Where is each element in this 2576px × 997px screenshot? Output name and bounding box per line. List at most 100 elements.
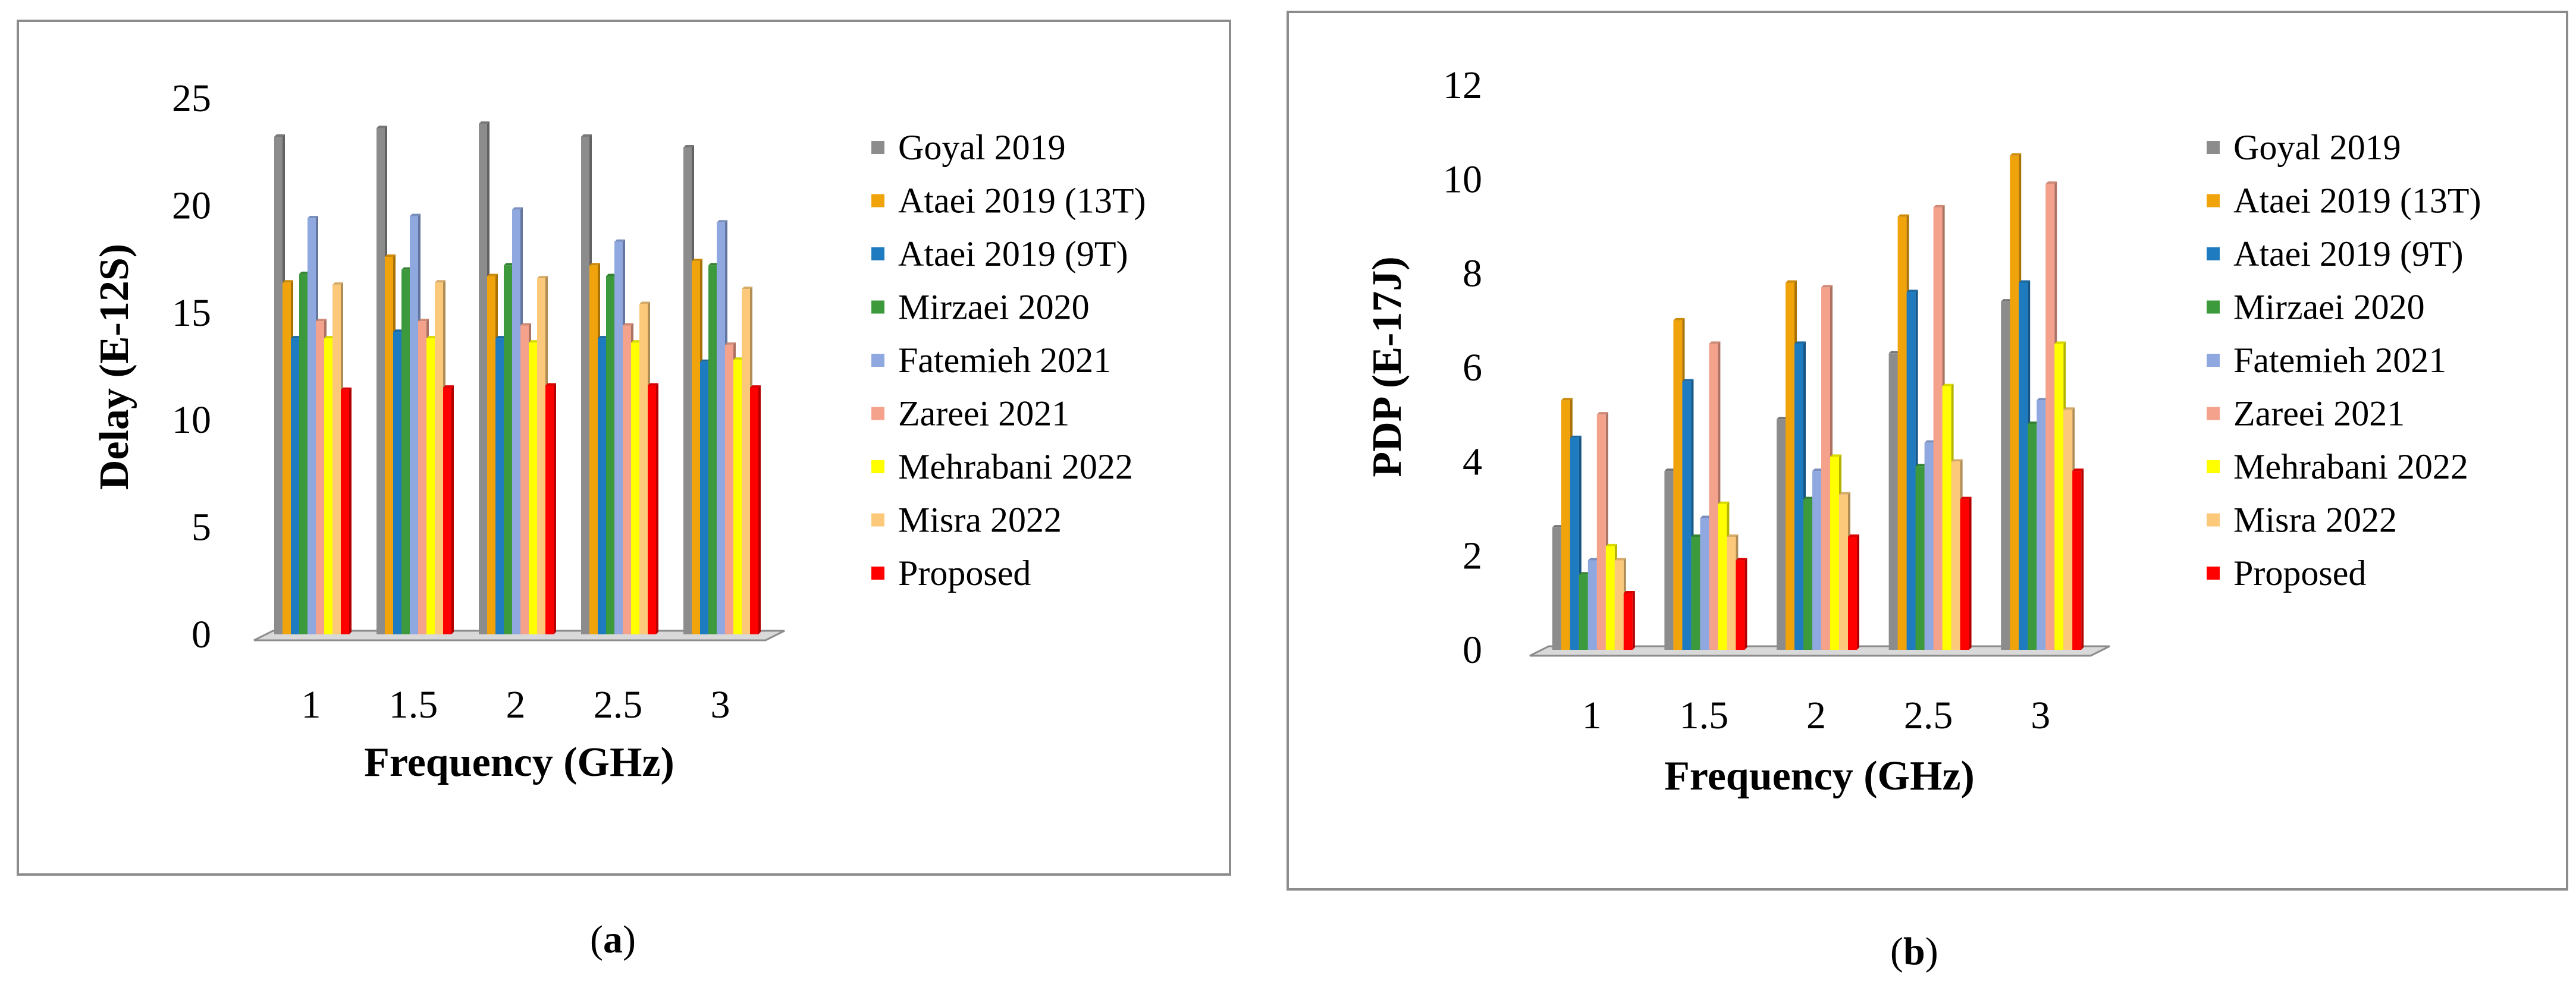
legend-swatch — [871, 407, 884, 420]
bar-top — [1942, 383, 1954, 386]
bar — [2072, 471, 2082, 650]
bar-top — [2019, 280, 2031, 283]
bar — [683, 147, 692, 634]
y-tick-label: 0 — [1463, 628, 1482, 672]
legend-label: Ataei 2019 (13T) — [898, 181, 1146, 221]
legend-swatch — [2207, 567, 2220, 580]
bar — [2019, 282, 2028, 650]
bar-top — [2054, 341, 2066, 344]
bar — [750, 388, 758, 634]
bar — [410, 216, 418, 634]
bar-top — [2072, 468, 2084, 471]
bar — [1570, 438, 1579, 650]
bar-top — [299, 271, 310, 274]
bar-top — [529, 340, 539, 343]
legend-label: Goyal 2019 — [898, 128, 1066, 167]
y-tick-label: 15 — [172, 291, 211, 335]
bar — [1777, 419, 1786, 650]
bar-side — [1969, 496, 1972, 650]
x-tick-label: 2.5 — [1904, 694, 1953, 737]
legend-swatch — [871, 460, 884, 473]
bar — [708, 265, 717, 634]
bar-top — [1587, 558, 1599, 561]
legend-swatch — [2207, 247, 2220, 260]
bar — [700, 361, 708, 634]
bar — [1561, 400, 1570, 650]
bar — [639, 304, 648, 634]
bar — [504, 265, 512, 634]
bar-top — [1888, 351, 1900, 354]
bar-top — [1915, 464, 1927, 467]
legend-label: Ataei 2019 (9T) — [898, 234, 1128, 273]
bar-top — [1803, 496, 1815, 499]
bar — [495, 338, 504, 634]
bar-top — [733, 357, 744, 360]
legend-label: Misra 2022 — [898, 501, 1062, 540]
bar — [1960, 499, 1969, 650]
legend-swatch — [871, 194, 884, 207]
bar — [1579, 574, 1588, 650]
bar — [291, 338, 299, 634]
bar — [545, 385, 554, 634]
x-tick-label: 1.5 — [389, 683, 438, 726]
bar — [581, 136, 589, 635]
bar-top — [545, 383, 556, 386]
bar-top — [410, 213, 421, 216]
bar-top — [1830, 454, 1841, 457]
bar — [733, 360, 742, 634]
bar — [598, 338, 606, 634]
y-tick-label: 8 — [1463, 252, 1482, 295]
bar — [299, 273, 308, 635]
bar-top — [2045, 181, 2057, 184]
bar-top — [316, 319, 327, 322]
bar — [537, 278, 545, 634]
legend-swatch — [871, 247, 884, 260]
y-tick-label: 10 — [172, 398, 211, 442]
bar — [2001, 301, 2010, 650]
bar — [512, 209, 520, 635]
bar-top — [1812, 468, 1824, 471]
bar — [1614, 560, 1624, 650]
bar — [1830, 457, 1839, 650]
bar-top — [1897, 214, 1909, 217]
y-tick-label: 4 — [1463, 440, 1482, 483]
bar — [324, 338, 332, 634]
bar-top — [1614, 558, 1626, 561]
bar-top — [1794, 341, 1806, 344]
legend-swatch — [871, 300, 884, 314]
bar-side — [2081, 468, 2084, 650]
x-tick-label: 3 — [2031, 694, 2050, 737]
bar-top — [598, 336, 608, 339]
bar — [1924, 442, 1934, 650]
bar-side — [1632, 591, 1635, 650]
bar-top — [1951, 459, 1963, 462]
bar — [1709, 344, 1718, 650]
bar — [1812, 471, 1821, 650]
bar-top — [2037, 398, 2048, 401]
bar — [1736, 560, 1745, 650]
x-tick-label: 2.5 — [594, 683, 643, 726]
bar-top — [750, 385, 761, 388]
bar — [529, 342, 537, 634]
bar-side — [1744, 558, 1747, 650]
legend-label: Ataei 2019 (9T) — [2233, 234, 2464, 273]
bar-side — [554, 383, 556, 634]
caption-b: (b) — [1890, 930, 1938, 973]
bar — [1718, 504, 1727, 650]
bar-top — [324, 336, 335, 339]
bar-top — [581, 134, 592, 137]
bar-top — [1924, 440, 1936, 443]
x-tick-label: 3 — [711, 683, 730, 726]
bar-top — [291, 336, 302, 339]
y-tick-label: 25 — [172, 77, 211, 120]
x-tick-label: 2 — [506, 683, 526, 726]
bar-top — [1605, 543, 1617, 546]
bar-top — [376, 125, 387, 128]
bar — [1888, 353, 1898, 650]
bar — [2037, 400, 2046, 650]
bar — [648, 385, 656, 634]
bar — [631, 342, 639, 634]
y-tick-label: 2 — [1463, 534, 1482, 578]
legend-swatch — [2207, 194, 2220, 207]
bar-top — [393, 329, 404, 332]
